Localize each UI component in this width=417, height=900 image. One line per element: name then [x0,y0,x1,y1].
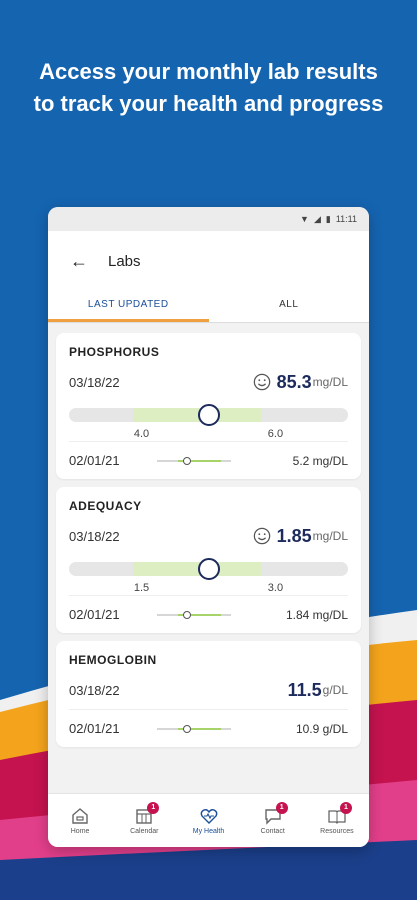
previous-value: 1.84 mg/DL [285,607,348,622]
notification-badge: 1 [339,802,352,814]
calendar-icon [136,808,152,824]
nav-label: Resources [320,827,354,835]
range-bar: 4.0 6.0 [69,399,348,441]
lab-name: HEMOGLOBIN [69,653,157,667]
mini-range [157,456,231,466]
latest-unit: mg/DL [312,375,348,389]
notification-badge: 1 [275,802,288,814]
range-low: 4.0 [133,428,150,440]
mini-range [157,610,231,620]
bottom-nav: Home 1 Calendar My Health 1 Contact [48,793,369,847]
battery-icon: ▮ [325,213,331,224]
app-bar: ← Labs [48,231,369,291]
home-icon [72,807,88,824]
previous-result: 02/01/21 5.2 mg/DL [69,441,348,479]
range-bar: 1.5 3.0 [69,553,348,595]
signal-icon: ◢ [313,213,321,224]
lab-list: PHOSPHORUS 03/18/22 85.3 mg/DL 4.0 6.0 0… [48,323,369,747]
previous-value: 5.2 mg/DL [292,453,348,468]
latest-value: 1.85 [276,525,312,546]
nav-label: My Health [192,827,225,835]
previous-value: 10.9 g/DL [295,721,348,736]
latest-date: 03/18/22 [69,682,120,698]
latest-unit: g/DL [322,683,348,697]
tab-bar: LAST UPDATED ALL [48,291,369,323]
status-bar: ▼ ◢ ▮ 11:11 [48,207,369,231]
smiley-icon [253,373,270,391]
book-icon [328,809,346,824]
previous-result: 02/01/21 10.9 g/DL [69,709,348,747]
nav-label: Home [70,827,90,835]
previous-date: 02/01/21 [69,607,120,622]
nav-label: Contact [260,827,285,835]
previous-date: 02/01/21 [69,721,120,736]
status-time: 11:11 [335,214,357,224]
headline: Access your monthly lab results to track… [33,59,384,116]
lab-card-adequacy[interactable]: ADEQUACY 03/18/22 1.85 mg/DL 1.5 3.0 02/… [56,487,361,633]
lab-card-hemoglobin[interactable]: HEMOGLOBIN 03/18/22 11.5 g/DL 02/01/21 1… [56,641,361,747]
latest-date: 03/18/22 [69,374,120,390]
heart-icon [200,808,217,824]
nav-label: Calendar [130,827,159,835]
lab-name: ADEQUACY [69,499,142,513]
range-marker [197,404,220,426]
range-low: 1.5 [133,582,150,594]
smiley-icon [253,527,270,545]
lab-card-phosphorus[interactable]: PHOSPHORUS 03/18/22 85.3 mg/DL 4.0 6.0 0… [56,333,361,479]
lab-name: PHOSPHORUS [69,345,160,359]
notification-badge: 1 [147,802,160,814]
range-marker [197,558,220,580]
wifi-icon: ▼ [300,214,309,224]
tab-all[interactable]: ALL [279,299,299,310]
mini-range [157,724,231,734]
nav-calendar[interactable]: 1 Calendar [112,794,176,847]
nav-contact[interactable]: 1 Contact [241,794,305,847]
previous-result: 02/01/21 1.84 mg/DL [69,595,348,633]
latest-unit: mg/DL [312,529,348,543]
phone-screen: ▼ ◢ ▮ 11:11 ← Labs LAST UPDATED ALL PHOS… [48,207,369,847]
tab-last-updated[interactable]: LAST UPDATED [48,291,209,322]
nav-my-health[interactable]: My Health [176,794,240,847]
nav-resources[interactable]: 1 Resources [305,794,369,847]
page-title: Labs [108,252,141,270]
range-high: 3.0 [267,582,284,594]
latest-value: 11.5 [287,679,322,700]
latest-date: 03/18/22 [69,528,120,544]
nav-home[interactable]: Home [48,794,112,847]
previous-date: 02/01/21 [69,453,120,468]
range-high: 6.0 [267,428,284,440]
back-arrow-icon[interactable]: ← [70,250,88,271]
latest-value: 85.3 [276,371,312,392]
